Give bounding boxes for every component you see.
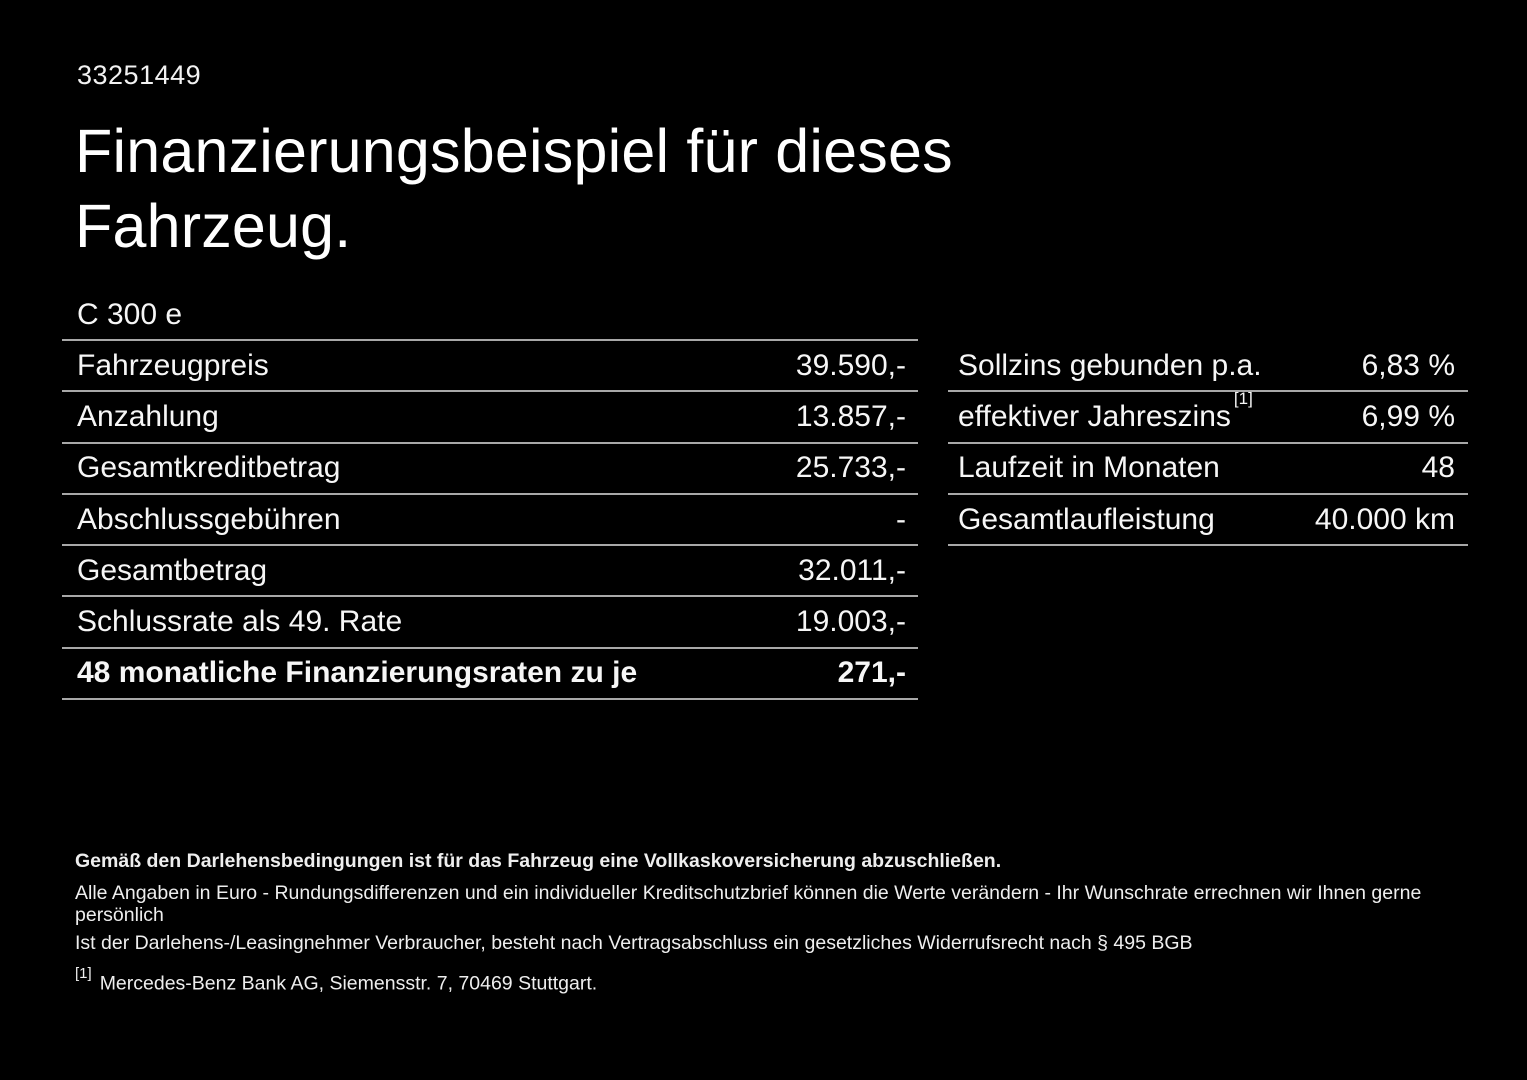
row-label: 48 monatliche Finanzierungsraten zu je	[77, 656, 638, 690]
row-value: -	[896, 502, 906, 536]
withdrawal-note: Ist der Darlehens-/Leasingnehmer Verbrau…	[75, 932, 1193, 954]
table-row-fahrzeugpreis: Fahrzeugpreis 39.590,-	[62, 341, 918, 393]
table-row-gesamtkreditbetrag: Gesamtkreditbetrag 25.733,-	[62, 444, 918, 495]
rounding-note: Alle Angaben in Euro - Rundungsdifferenz…	[75, 882, 1422, 926]
row-label: Gesamtlaufleistung	[958, 502, 1215, 536]
row-label: Anzahlung	[77, 399, 219, 433]
row-label: Sollzins gebunden p.a.	[958, 348, 1262, 382]
bank-footnote: [1] Mercedes-Benz Bank AG, Siemensstr. 7,…	[75, 965, 1455, 995]
page-title: Finanzierungsbeispiel für dieses Fahrzeug…	[75, 114, 953, 264]
finance-table-left: C 300 e Fahrzeugpreis 39.590,- Anzahlung…	[62, 290, 918, 701]
finance-table-right: Sollzins gebunden p.a. 6,83 % effektiver…	[948, 341, 1468, 547]
row-label: Abschlussgebühren	[77, 502, 341, 536]
page-title-line1: Finanzierungsbeispiel für dieses	[75, 117, 953, 185]
table-row-abschlussgebuehren: Abschlussgebühren -	[62, 495, 918, 547]
table-row-sollzins: Sollzins gebunden p.a. 6,83 %	[948, 341, 1468, 393]
row-value: 6,83 %	[1361, 348, 1455, 382]
row-label: Schlussrate als 49. Rate	[77, 605, 403, 639]
row-value: 271,-	[837, 656, 906, 690]
table-row-laufzeit: Laufzeit in Monaten 48	[948, 444, 1468, 495]
insurance-note: Gemäß den Darlehensbedingungen ist für d…	[75, 850, 1002, 872]
row-value: 39.590,-	[795, 348, 906, 382]
page-title-line2: Fahrzeug.	[75, 192, 352, 260]
row-label: Laufzeit in Monaten	[958, 451, 1220, 485]
footer-notes: Gemäß den Darlehensbedingungen ist für d…	[75, 850, 1455, 995]
row-value: 25.733,-	[795, 451, 906, 485]
row-value: 32.011,-	[798, 553, 906, 587]
row-label: Fahrzeugpreis	[77, 348, 269, 382]
listing-id: 33251449	[77, 60, 202, 90]
row-value: 6,99 %	[1361, 399, 1455, 433]
row-label: Gesamtkreditbetrag	[77, 451, 341, 485]
table-row-anzahlung: Anzahlung 13.857,-	[62, 392, 918, 444]
table-row-gesamtbetrag: Gesamtbetrag 32.011,-	[62, 546, 918, 598]
vehicle-model: C 300 e	[62, 290, 918, 341]
row-label: Gesamtbetrag	[77, 553, 268, 587]
table-row-schlussrate: Schlussrate als 49. Rate 19.003,-	[62, 597, 918, 649]
table-row-monatsrate: 48 monatliche Finanzierungsraten zu je 2…	[62, 649, 918, 701]
footnote-text: Mercedes-Benz Bank AG, Siemensstr. 7, 70…	[99, 972, 598, 995]
footnote-marker: [1]	[75, 965, 92, 982]
row-label-text: effektiver Jahreszins	[958, 399, 1231, 433]
table-row-effektiver-jahreszins: effektiver Jahreszins[1] 6,99 %	[948, 389, 1468, 444]
row-value: 19.003,-	[795, 605, 906, 639]
footnote-reference: [1]	[1233, 388, 1253, 408]
row-value: 40.000 km	[1314, 502, 1455, 536]
table-row-gesamtlaufleistung: Gesamtlaufleistung 40.000 km	[948, 495, 1468, 547]
row-label: effektiver Jahreszins[1]	[958, 389, 1253, 434]
row-value: 48	[1421, 451, 1455, 485]
row-value: 13.857,-	[795, 399, 906, 433]
